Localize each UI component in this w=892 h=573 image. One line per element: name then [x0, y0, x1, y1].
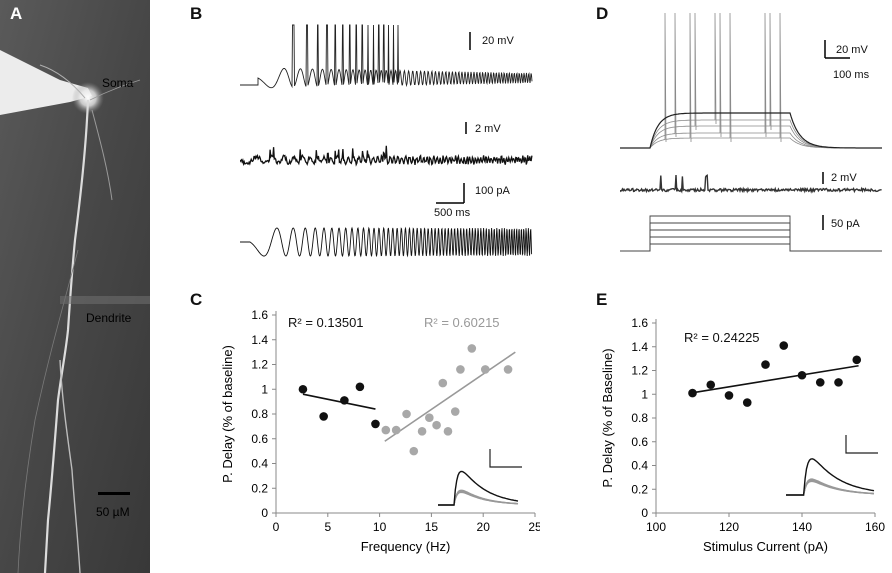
y-tick-label: 0	[261, 506, 268, 520]
x-tick-label: 25	[528, 520, 540, 534]
data-point-all	[743, 398, 752, 407]
y-axis-label: P. Delay (% of baseline)	[220, 345, 235, 483]
x-tick-label: 160	[865, 520, 885, 534]
y-tick-label: 0.6	[251, 432, 268, 446]
x-tick-label: 10	[373, 520, 387, 534]
y-tick-label: 0.4	[631, 459, 648, 473]
data-point-low	[319, 412, 328, 421]
y-tick-label: 1.6	[251, 308, 268, 322]
x-axis-label: Frequency (Hz)	[361, 539, 451, 554]
scale-d-50pa: 50 pA	[831, 218, 860, 230]
r-squared-label: R² = 0.60215	[424, 315, 500, 330]
data-point-high	[392, 426, 401, 435]
y-axis-label: P. Delay (% of Baseline)	[600, 348, 615, 487]
data-point-high	[425, 413, 434, 422]
trend-line-all	[691, 366, 859, 393]
data-point-all	[761, 360, 770, 369]
data-point-all	[834, 378, 843, 387]
y-tick-label: 0.2	[251, 481, 268, 495]
y-tick-label: 0.8	[631, 411, 648, 425]
y-tick-label: 1.4	[631, 340, 648, 354]
data-point-high	[456, 365, 465, 374]
x-tick-label: 15	[425, 520, 439, 534]
y-tick-label: 0	[641, 506, 648, 520]
y-tick-label: 0.2	[631, 482, 648, 496]
y-tick-label: 1	[261, 382, 268, 396]
current-trace-b	[240, 228, 532, 256]
y-tick-label: 1.4	[251, 333, 268, 347]
y-tick-label: 1.2	[631, 364, 648, 378]
panel-d-label: D	[596, 4, 608, 24]
data-point-high	[382, 426, 391, 435]
chart-c: 0 5 10 15 20 25 0 0.2 0.4 0.6 0.8 1 1.2 1.4 1.6 Frequen…	[200, 283, 540, 573]
y-tick-label: 0.4	[251, 457, 268, 471]
scale-b-100pa: 100 pA	[475, 185, 510, 197]
scale-b-500ms: 500 ms	[434, 207, 470, 219]
inset-traces	[786, 435, 878, 495]
panel-a-label: A	[10, 4, 22, 24]
data-point-high	[402, 410, 411, 419]
data-point-high	[409, 447, 418, 456]
r-squared-label: R² = 0.24225	[684, 330, 760, 345]
y-tick-label: 0.6	[631, 435, 648, 449]
data-point-all	[706, 380, 715, 389]
y-tick-label: 0.8	[251, 407, 268, 421]
r-squared-label: R² = 0.13501	[288, 315, 364, 330]
panel-b-traces	[240, 10, 540, 270]
data-point-low	[371, 420, 380, 429]
scale-d-2mv: 2 mV	[831, 172, 857, 184]
scale-d-100ms: 100 ms	[833, 69, 869, 81]
data-point-high	[438, 379, 447, 388]
trend-line-low	[303, 394, 376, 409]
data-point-all	[852, 356, 861, 365]
dendrite-trace-b	[240, 146, 532, 165]
chart-e: 100 120 140 160 0 0.2 0.4 0.6 0.8 1 1.2 1.4 1.6 Stimu…	[592, 283, 892, 573]
data-point-high	[444, 427, 453, 436]
data-point-all	[816, 378, 825, 387]
x-tick-label: 120	[719, 520, 739, 534]
scale-label-a: 50 µM	[96, 505, 130, 519]
scale-d-20mv: 20 mV	[836, 44, 868, 56]
data-point-low	[340, 396, 349, 405]
panel-a: A Soma Dendrite 50 µM	[0, 0, 150, 573]
data-point-low	[356, 382, 365, 391]
data-point-low	[299, 385, 308, 394]
soma-label: Soma	[102, 76, 133, 90]
x-tick-label: 0	[273, 520, 280, 534]
panel-b-label: B	[190, 4, 202, 24]
data-point-all	[779, 341, 788, 350]
x-tick-label: 100	[646, 520, 666, 534]
data-point-high	[451, 407, 460, 416]
data-point-all	[798, 371, 807, 380]
data-point-all	[688, 389, 697, 398]
scale-b-2mv: 2 mV	[475, 123, 501, 135]
x-tick-label: 20	[477, 520, 491, 534]
x-tick-label: 5	[324, 520, 331, 534]
data-point-high	[468, 344, 477, 353]
data-point-all	[725, 391, 734, 400]
dendrite-label: Dendrite	[86, 311, 131, 325]
x-axis-label: Stimulus Current (pA)	[703, 539, 828, 554]
data-point-high	[432, 421, 441, 430]
data-point-high	[481, 365, 490, 374]
x-tick-label: 140	[792, 520, 812, 534]
y-tick-label: 1	[641, 387, 648, 401]
y-tick-label: 1.6	[631, 316, 648, 330]
inset-traces	[438, 449, 522, 505]
data-point-high	[418, 427, 427, 436]
data-point-high	[504, 365, 513, 374]
y-tick-label: 1.2	[251, 358, 268, 372]
scale-b-20mv: 20 mV	[482, 35, 514, 47]
